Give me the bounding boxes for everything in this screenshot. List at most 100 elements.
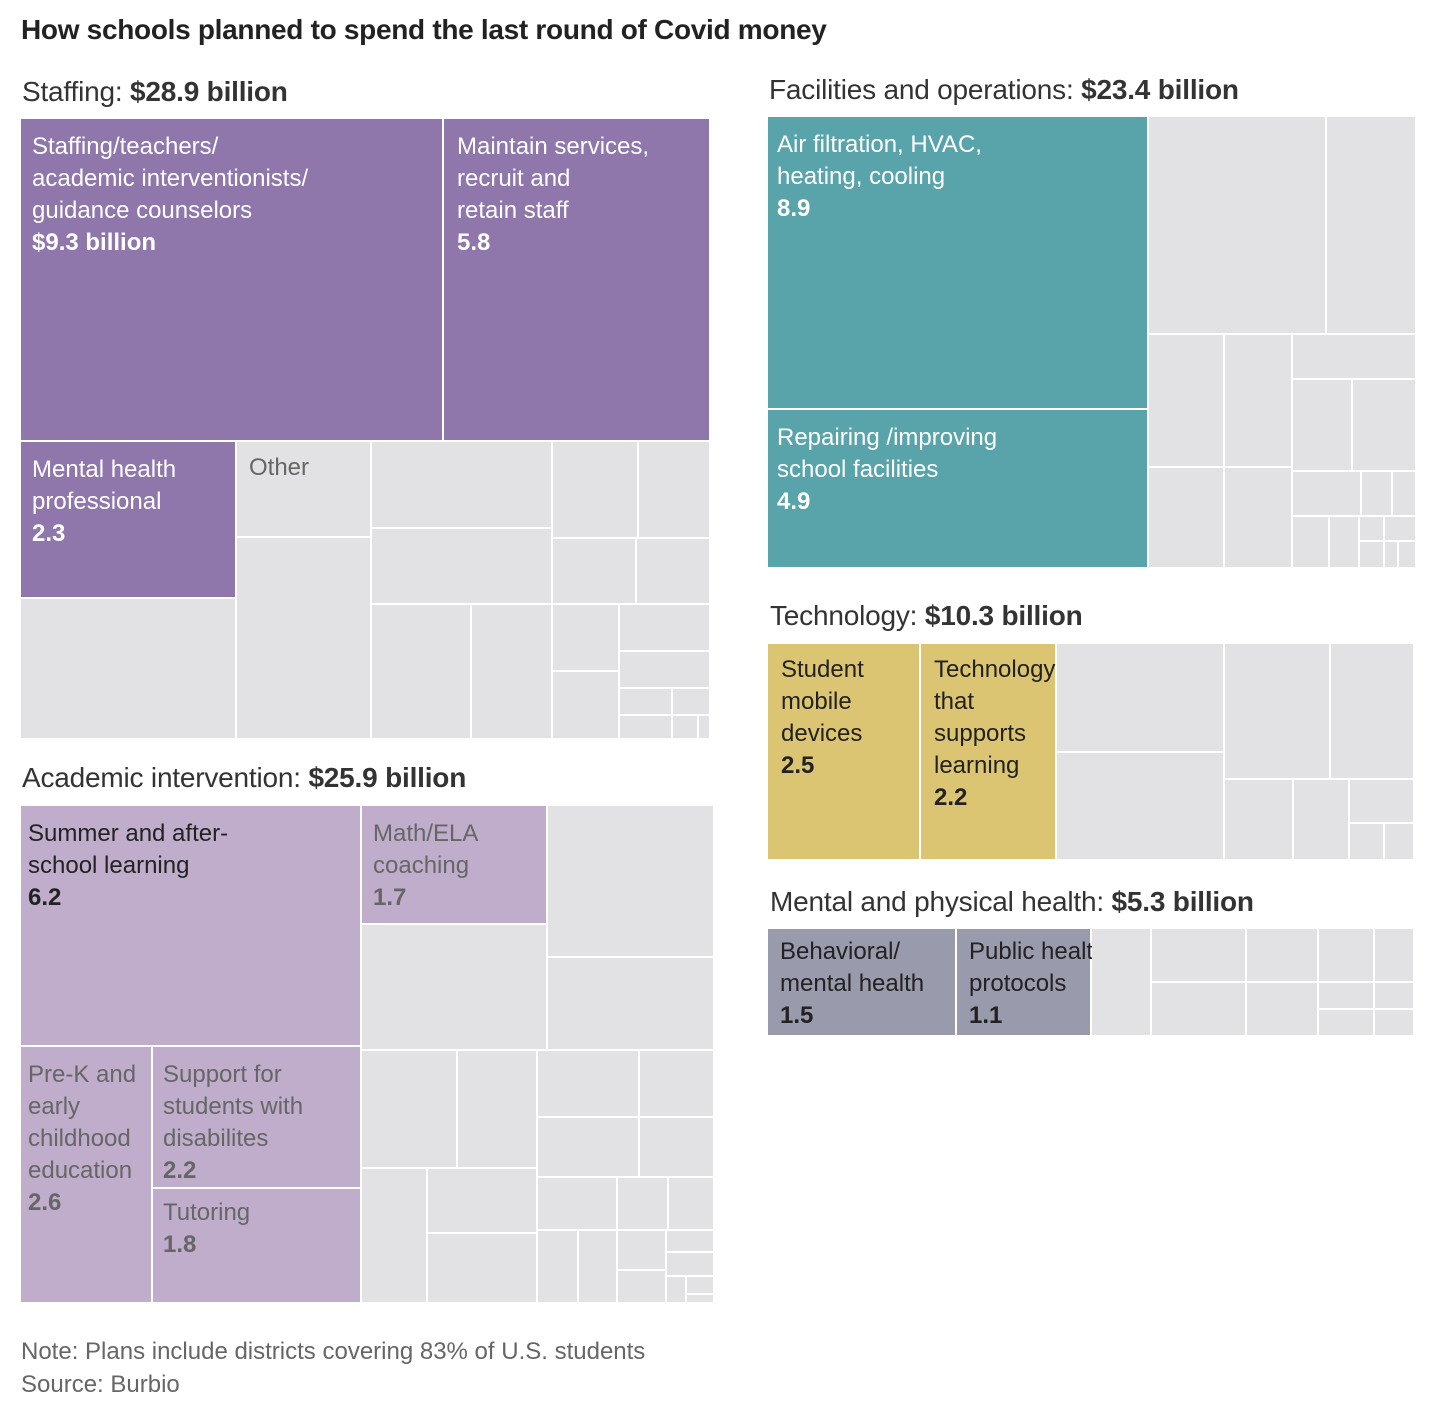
facilities-other-rect bbox=[1225, 335, 1291, 466]
facilities-other-rect bbox=[1149, 335, 1223, 466]
label-line: Mental health bbox=[32, 456, 177, 483]
label-line: Other bbox=[249, 454, 310, 481]
staffing-other-rect bbox=[372, 605, 470, 738]
health-label-h0: Behavioral/mental health 1.5 bbox=[780, 936, 924, 1032]
label-line: Summer and after- bbox=[28, 820, 229, 847]
academic-other-rect bbox=[362, 1051, 456, 1167]
value-label: 2.3 bbox=[32, 520, 66, 547]
technology-other-rect bbox=[1294, 780, 1348, 859]
academic-other-rect bbox=[667, 1231, 713, 1251]
academic-treemap: Summer and after-school learning 6.2 Math/… bbox=[21, 806, 713, 1302]
label-line: mental health bbox=[780, 970, 925, 997]
academic-other-rect bbox=[538, 1051, 638, 1116]
facilities-other-rect bbox=[1360, 517, 1383, 540]
label-line: professional bbox=[32, 488, 162, 515]
academic-other-rect bbox=[458, 1051, 536, 1167]
staffing-other-rect bbox=[620, 652, 709, 687]
label-line: school learning bbox=[28, 852, 190, 879]
value-label: 5.8 bbox=[457, 229, 491, 256]
facilities-other-rect bbox=[1149, 117, 1325, 333]
staffing-other-rect bbox=[620, 605, 709, 650]
label-line: retain staff bbox=[457, 197, 569, 224]
value-label: 1.5 bbox=[780, 1002, 814, 1029]
health-other-rect bbox=[1375, 983, 1413, 1008]
value-label: 2.2 bbox=[934, 784, 968, 811]
academic-label-a3: Support for students with disabilites 2.2 bbox=[163, 1059, 303, 1187]
staffing-other-rect bbox=[673, 716, 697, 738]
academic-other-rect bbox=[538, 1118, 638, 1176]
facilities-total: $23.4 billion bbox=[1081, 74, 1239, 105]
health-other-rect bbox=[1152, 929, 1245, 981]
technology-rect-t0: Student mobile devices 2.5 bbox=[768, 644, 919, 859]
staffing-heading: Staffing: $28.9 billion bbox=[22, 76, 288, 108]
academic-other-rect bbox=[362, 925, 546, 1049]
technology-other-rect bbox=[1385, 824, 1413, 859]
facilities-treemap: Air filtration, HVAC, heating, cooling 8.9… bbox=[768, 117, 1415, 567]
academic-other-rect bbox=[667, 1277, 685, 1302]
academic-rect-a3: Support for students with disabilites 2.2 bbox=[153, 1047, 360, 1187]
label-line: Pre-K and bbox=[28, 1061, 137, 1088]
label-line: academic interventionists/ bbox=[32, 165, 309, 192]
label-line: coaching bbox=[373, 852, 470, 879]
academic-other-rect bbox=[538, 1231, 577, 1302]
facilities-heading-label: Facilities and operations: bbox=[769, 74, 1082, 105]
chart-title: How schools planned to spend the last ro… bbox=[21, 14, 827, 45]
technology-rect-t1: Technology that supports learning 2.2 bbox=[921, 644, 1055, 859]
label-line: education bbox=[28, 1157, 133, 1184]
facilities-other-rect bbox=[1225, 468, 1291, 567]
facilities-other-rect bbox=[1149, 468, 1223, 567]
value-label: 8.9 bbox=[777, 195, 811, 222]
academic-rect-a4: Tutoring 1.8 bbox=[153, 1189, 360, 1302]
staffing-other-rect bbox=[21, 599, 235, 738]
health-rect-h1: Public health protocols 1.1 bbox=[957, 929, 1106, 1035]
health-other-rect bbox=[1375, 929, 1413, 981]
academic-heading-label: Academic intervention: bbox=[22, 762, 309, 793]
value-label: 1.7 bbox=[373, 884, 407, 911]
label-line: Behavioral/ bbox=[780, 938, 901, 965]
label-line: Technology bbox=[934, 656, 1056, 683]
label-line: Support for bbox=[163, 1061, 282, 1088]
academic-rect-a2: Pre-K and early childhood education 2.6 bbox=[21, 1047, 151, 1302]
staffing-other-rect bbox=[237, 538, 370, 738]
value-label: 1.1 bbox=[969, 1002, 1003, 1029]
technology-heading: Technology: $10.3 billion bbox=[770, 600, 1083, 632]
staffing-total: $28.9 billion bbox=[130, 76, 288, 107]
staffing-rect-s1: Maintain services, recruit and retain staf… bbox=[444, 119, 709, 440]
academic-other-rect bbox=[669, 1178, 713, 1229]
health-heading-label: Mental and physical health: bbox=[770, 886, 1112, 917]
health-other-rect bbox=[1319, 929, 1373, 981]
label-line: Maintain services, bbox=[457, 133, 650, 160]
academic-other-rect bbox=[618, 1178, 667, 1229]
technology-other-rect bbox=[1350, 824, 1383, 859]
technology-label-t1: Technology that supports learning 2.2 bbox=[934, 654, 1055, 814]
source-note: Source: Burbio bbox=[21, 1371, 180, 1398]
technology-other-rect bbox=[1057, 644, 1223, 751]
staffing-other-rect bbox=[553, 672, 618, 738]
facilities-other-rect bbox=[1399, 542, 1415, 567]
academic-label-a4: Tutoring 1.8 bbox=[163, 1197, 250, 1261]
staffing-label-s1: Maintain services, recruit and retain staf… bbox=[457, 131, 649, 259]
label-line: recruit and bbox=[457, 165, 571, 192]
academic-other-rect bbox=[667, 1253, 713, 1275]
academic-label-a0: Summer and after-school learning 6.2 bbox=[28, 818, 228, 914]
academic-other-rect bbox=[618, 1231, 665, 1269]
label-line: Repairing /improving bbox=[777, 424, 998, 451]
academic-other-rect bbox=[548, 806, 713, 956]
health-other-rect bbox=[1247, 929, 1317, 981]
health-label-h1: Public health protocols 1.1 bbox=[969, 936, 1106, 1032]
label-line: mobile bbox=[781, 688, 852, 715]
facilities-other-rect bbox=[1327, 117, 1415, 333]
academic-label-a1: Math/ELA coaching 1.7 bbox=[373, 818, 478, 914]
academic-other-rect bbox=[548, 958, 713, 1049]
academic-rect-a1: Math/ELA coaching 1.7 bbox=[362, 806, 546, 923]
staffing-other-rect bbox=[553, 539, 635, 603]
value-label: 2.2 bbox=[163, 1157, 197, 1184]
academic-other-rect bbox=[428, 1169, 536, 1232]
facilities-heading: Facilities and operations: $23.4 billion bbox=[769, 74, 1239, 106]
value-label: 6.2 bbox=[28, 884, 62, 911]
facilities-other-rect bbox=[1293, 380, 1351, 470]
academic-rect-a0: Summer and after-school learning 6.2 bbox=[21, 806, 360, 1045]
facilities-other-rect bbox=[1362, 472, 1391, 515]
academic-total: $25.9 billion bbox=[308, 762, 467, 793]
staffing-other-rect bbox=[372, 442, 551, 527]
